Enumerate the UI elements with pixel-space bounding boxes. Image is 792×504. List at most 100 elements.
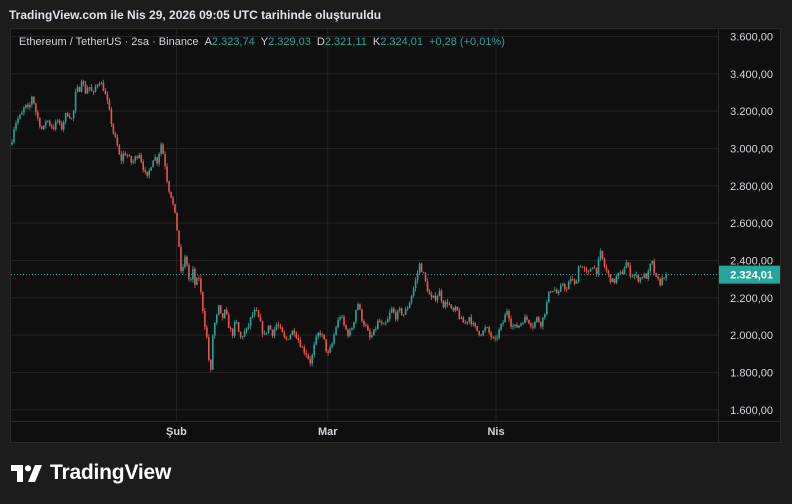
candle-body bbox=[11, 142, 13, 145]
candle-body bbox=[649, 263, 651, 272]
candle-body bbox=[279, 325, 282, 328]
candle-body bbox=[518, 325, 520, 328]
candle-body bbox=[64, 113, 67, 122]
candle-body bbox=[367, 325, 369, 331]
candle-body bbox=[243, 331, 246, 337]
candle-body bbox=[325, 339, 327, 352]
candle-body bbox=[555, 289, 558, 294]
candle-body bbox=[317, 332, 319, 337]
candle-body bbox=[534, 321, 536, 328]
candle-body bbox=[341, 316, 343, 318]
candle-body bbox=[156, 157, 158, 164]
candle-body bbox=[301, 346, 304, 348]
candle-body bbox=[263, 333, 266, 335]
candle-body bbox=[196, 278, 198, 285]
candle-body bbox=[229, 328, 232, 329]
candle-body bbox=[392, 308, 395, 313]
candle-body bbox=[506, 311, 508, 315]
time-axis: Şub Mar Nis bbox=[166, 426, 505, 438]
candle-body bbox=[386, 318, 389, 323]
candle-body bbox=[148, 170, 150, 176]
candle-body bbox=[210, 359, 212, 370]
candle-body bbox=[13, 129, 15, 143]
candle-body bbox=[653, 260, 655, 273]
candle-body bbox=[492, 337, 494, 338]
candle-body bbox=[180, 246, 182, 271]
candle-body bbox=[434, 295, 437, 301]
candle-body bbox=[130, 155, 133, 163]
candle-body bbox=[474, 323, 477, 327]
candle-body bbox=[424, 272, 427, 282]
candle-body bbox=[200, 278, 202, 292]
candle-body bbox=[98, 84, 101, 86]
candle-body bbox=[138, 155, 141, 158]
chart-panel[interactable]: 1.600,00 1.800,00 2.000,00 2.200,00 2.400,00… bbox=[10, 28, 781, 443]
candle-body bbox=[597, 259, 600, 275]
candle-body bbox=[452, 308, 455, 311]
candle-body bbox=[396, 310, 399, 320]
candle-body bbox=[293, 330, 296, 334]
candle-body bbox=[17, 118, 19, 124]
candle-body bbox=[188, 264, 190, 280]
candle-body bbox=[184, 256, 186, 267]
candle-body bbox=[204, 311, 206, 328]
candle-body bbox=[659, 278, 661, 286]
candle-body bbox=[645, 273, 648, 279]
candle-body bbox=[432, 295, 435, 298]
candle-body bbox=[641, 277, 644, 279]
candle-body bbox=[72, 110, 75, 119]
candle-body bbox=[162, 144, 164, 155]
candle-body bbox=[508, 311, 510, 319]
candle-body bbox=[257, 310, 260, 318]
candle-body bbox=[128, 155, 131, 157]
candle-body bbox=[643, 273, 646, 278]
candle-body bbox=[613, 278, 616, 283]
legend-low: 2.321,11 bbox=[324, 36, 367, 48]
tradingview-brand[interactable]: TradingView bbox=[11, 461, 171, 485]
candle-body bbox=[595, 267, 598, 275]
candle-body bbox=[623, 268, 626, 275]
candle-body bbox=[221, 313, 224, 319]
legend-close: 2.324,01 bbox=[380, 36, 424, 48]
candle-body bbox=[202, 291, 204, 312]
candle-body bbox=[603, 258, 606, 267]
candle-body bbox=[31, 96, 33, 105]
candle-body bbox=[136, 156, 139, 158]
last-price-label: 2.324,01 bbox=[730, 270, 773, 282]
candle-body bbox=[259, 317, 262, 322]
candle-body bbox=[384, 322, 387, 324]
candle-body bbox=[400, 308, 403, 315]
candle-body bbox=[557, 291, 560, 294]
candle-body bbox=[86, 88, 89, 94]
candle-body bbox=[512, 326, 514, 327]
candle-body bbox=[206, 327, 208, 338]
candle-body bbox=[528, 319, 530, 324]
candle-body bbox=[58, 120, 61, 124]
candle-body bbox=[190, 279, 192, 281]
candle-body bbox=[253, 309, 256, 315]
candle-body bbox=[657, 276, 659, 279]
candle-body bbox=[289, 335, 292, 340]
candle-body bbox=[88, 87, 91, 89]
candle-body bbox=[398, 308, 401, 311]
candle-body bbox=[583, 267, 586, 270]
candle-body bbox=[647, 271, 650, 279]
candle-body bbox=[544, 313, 546, 318]
candle-body bbox=[379, 320, 381, 323]
candle-body bbox=[510, 318, 512, 327]
candle-body bbox=[371, 335, 373, 338]
candle-body bbox=[587, 271, 590, 273]
candle-body bbox=[327, 351, 329, 353]
candle-body bbox=[160, 144, 162, 154]
candle-body bbox=[414, 280, 417, 289]
candle-body bbox=[482, 330, 484, 336]
candle-body bbox=[349, 330, 351, 336]
candle-body bbox=[126, 155, 129, 157]
candle-body bbox=[444, 302, 447, 308]
candle-body bbox=[347, 329, 349, 336]
candle-body bbox=[476, 326, 479, 332]
candle-body bbox=[90, 87, 93, 92]
price-chart[interactable]: 1.600,00 1.800,00 2.000,00 2.200,00 2.400,00… bbox=[11, 29, 781, 443]
candle-body bbox=[178, 230, 180, 247]
candle-body bbox=[170, 191, 172, 198]
